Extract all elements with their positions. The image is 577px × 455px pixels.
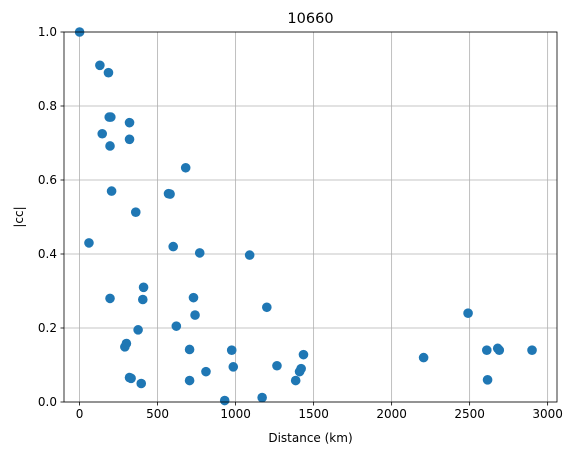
scatter-point <box>418 352 429 363</box>
scatter-point <box>481 345 492 356</box>
scatter-point <box>171 321 182 331</box>
chart-title: 10660 <box>287 11 333 27</box>
scatter-point <box>188 292 199 303</box>
scatter-point <box>180 162 191 173</box>
scatter-point <box>106 186 117 196</box>
x-axis-label: Distance (km) <box>268 431 352 445</box>
scatter-point <box>97 128 108 139</box>
plot-frame <box>63 31 558 403</box>
x-axis-ticks: 0 500 1000 1500 2000 2500 3000 <box>76 402 563 421</box>
scatter-point <box>168 241 179 252</box>
scatter-point <box>105 141 115 151</box>
scatter-point <box>463 308 473 319</box>
scatter-point <box>184 375 195 386</box>
x-tick-label: 0 <box>76 407 84 421</box>
scatter-point <box>184 344 195 355</box>
scatter-point <box>228 362 239 372</box>
scatter-point <box>201 366 211 377</box>
scatter-point <box>136 378 147 389</box>
scatter-point <box>124 134 135 145</box>
x-tick-label: 1000 <box>220 407 251 421</box>
data-points <box>74 27 537 406</box>
scatter-point <box>103 67 114 78</box>
scatter-point <box>190 310 200 320</box>
y-axis-label: |cc| <box>12 206 26 227</box>
y-tick-label: 0.2 <box>38 321 57 335</box>
x-tick-label: 2000 <box>376 407 407 421</box>
scatter-point <box>133 325 143 335</box>
x-tick-label: 3000 <box>532 407 563 421</box>
y-tick-label: 0.4 <box>38 247 57 261</box>
scatter-point <box>137 294 148 305</box>
scatter-point <box>298 349 309 360</box>
scatter-point <box>294 366 305 377</box>
scatter-point <box>194 248 205 258</box>
scatter-point <box>95 60 105 71</box>
y-tick-label: 0.6 <box>38 173 57 187</box>
scatter-point <box>138 282 149 293</box>
scatter-point <box>106 112 116 122</box>
y-tick-label: 1.0 <box>38 25 57 39</box>
scatter-point <box>527 345 537 356</box>
scatter-point <box>290 375 301 386</box>
scatter-point <box>482 375 493 385</box>
scatter-point <box>130 207 141 217</box>
x-tick-label: 500 <box>146 407 169 421</box>
x-tick-label: 1500 <box>298 407 329 421</box>
scatter-point <box>226 345 237 356</box>
y-tick-label: 0.8 <box>38 99 57 113</box>
scatter-point <box>244 250 255 260</box>
scatter-point <box>124 117 135 128</box>
scatter-point <box>272 360 282 371</box>
y-axis-ticks: 0.0 0.2 0.4 0.6 0.8 1.0 <box>38 25 64 409</box>
scatter-point <box>126 373 136 384</box>
scatter-point <box>165 189 175 199</box>
scatter-point <box>257 392 267 403</box>
y-tick-label: 0.0 <box>38 395 57 409</box>
scatter-point <box>262 302 272 313</box>
x-tick-label: 2500 <box>454 407 485 421</box>
grid <box>64 31 557 403</box>
scatter-point <box>105 293 115 304</box>
scatter-point <box>494 345 505 356</box>
scatter-point <box>84 238 94 248</box>
scatter-point <box>120 342 130 352</box>
scatter-point <box>219 395 230 406</box>
